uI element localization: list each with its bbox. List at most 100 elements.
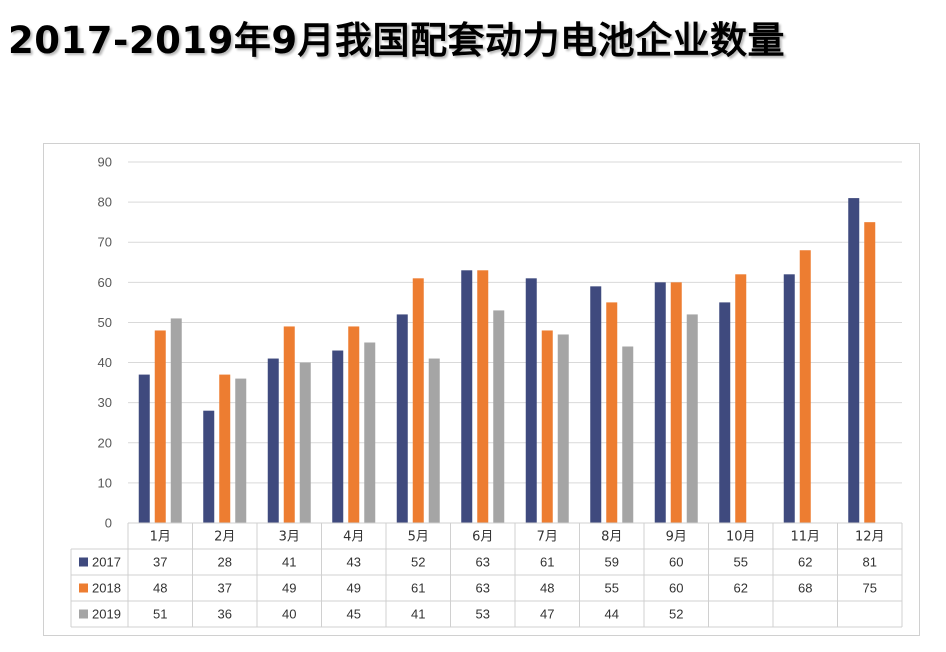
- data-label-2019-2月: 36: [218, 607, 232, 622]
- x-tick-label: 6月: [472, 530, 493, 545]
- data-label-2019-6月: 53: [476, 607, 490, 622]
- data-label-2019-1月: 51: [153, 607, 167, 622]
- bar-2017-3月: [267, 358, 279, 523]
- data-label-2018-5月: 61: [411, 581, 425, 596]
- legend-swatch-2018: [79, 583, 88, 593]
- data-label-2019-9月: 52: [669, 607, 683, 622]
- data-label-2018-10月: 62: [734, 581, 748, 596]
- data-label-2017-6月: 63: [476, 555, 490, 570]
- bar-2018-1月: [154, 330, 166, 523]
- gridlines: [128, 161, 902, 484]
- bar-2017-5月: [396, 314, 408, 523]
- y-tick-label: 40: [98, 355, 112, 370]
- data-label-2017-3月: 41: [282, 555, 296, 570]
- legend-label-2019: 2019: [92, 607, 121, 622]
- bar-2018-10月: [735, 274, 747, 523]
- x-tick-label: 2月: [214, 530, 235, 545]
- bar-2018-9月: [670, 282, 682, 523]
- x-tick-label: 4月: [343, 530, 364, 545]
- bar-2018-12月: [864, 222, 876, 523]
- data-label-2019-3月: 40: [282, 607, 296, 622]
- bar-2018-7月: [541, 330, 553, 523]
- bars: [138, 198, 876, 523]
- bar-2019-4月: [364, 342, 376, 523]
- bar-chart: 0 10 20 30 40 50 60 70 80 90 1月 2月 3月 4月 5月 6月 7月 8月 9月 10…: [70, 155, 903, 628]
- data-label-2018-8月: 55: [605, 581, 619, 596]
- bar-2019-9月: [686, 314, 698, 523]
- data-label-2017-10月: 55: [734, 555, 748, 570]
- y-tick-label: 50: [98, 315, 112, 330]
- data-label-2018-2月: 37: [218, 581, 232, 596]
- legend-swatch-2019: [79, 609, 88, 619]
- data-label-2018-7月: 48: [540, 581, 554, 596]
- bar-2018-4月: [348, 326, 360, 523]
- legend-label-2017: 2017: [92, 555, 121, 570]
- y-tick-label: 30: [98, 395, 112, 410]
- data-label-2019-8月: 44: [605, 607, 619, 622]
- y-tick-label: 60: [98, 275, 112, 290]
- x-tick-label: 10月: [726, 530, 756, 545]
- bar-2018-11月: [799, 250, 811, 523]
- data-label-2019-7月: 47: [540, 607, 554, 622]
- y-tick-label: 0: [105, 516, 112, 531]
- bar-2017-1月: [138, 374, 150, 523]
- x-tick-label: 3月: [279, 530, 300, 545]
- data-label-2017-2月: 28: [218, 555, 232, 570]
- data-label-2018-9月: 60: [669, 581, 683, 596]
- x-tick-label: 8月: [601, 530, 622, 545]
- x-tick-label: 12月: [855, 530, 885, 545]
- bar-2017-8月: [590, 286, 602, 523]
- data-label-2018-1月: 48: [153, 581, 167, 596]
- data-label-2018-11月: 68: [798, 581, 812, 596]
- y-tick-label: 70: [98, 235, 112, 250]
- bar-2017-10月: [719, 302, 731, 523]
- data-table: 1月 2月 3月 4月 5月 6月 7月 8月 9月 10月 11月 12月 2017 37 28 41 43 5…: [70, 522, 903, 628]
- bar-2019-2月: [235, 378, 247, 523]
- chart-area: 0 10 20 30 40 50 60 70 80 90 1月 2月 3月 4月 5月 6月 7月 8月 9月 10…: [43, 143, 920, 636]
- data-label-2017-11月: 62: [798, 555, 812, 570]
- bar-2019-6月: [493, 310, 505, 523]
- data-label-2017-5月: 52: [411, 555, 425, 570]
- data-label-2019-4月: 45: [347, 607, 361, 622]
- legend-label-2018: 2018: [92, 581, 121, 596]
- y-axis: 0 10 20 30 40 50 60 70 80 90: [98, 155, 112, 531]
- bar-2018-6月: [477, 270, 489, 523]
- x-tick-label: 11月: [790, 530, 820, 545]
- data-label-2018-12月: 75: [863, 581, 877, 596]
- bar-2017-4月: [332, 350, 344, 523]
- y-tick-label: 20: [98, 435, 112, 450]
- data-label-2017-1月: 37: [153, 555, 167, 570]
- bar-2018-8月: [606, 302, 618, 523]
- y-tick-label: 90: [98, 155, 112, 170]
- x-tick-label: 1月: [150, 530, 171, 545]
- bar-2018-2月: [219, 374, 231, 523]
- data-label-2017-12月: 81: [863, 555, 877, 570]
- data-label-2017-9月: 60: [669, 555, 683, 570]
- bar-2017-9月: [654, 282, 666, 523]
- x-tick-label: 9月: [666, 530, 687, 545]
- data-label-2017-7月: 61: [540, 555, 554, 570]
- legend-swatch-2017: [79, 557, 88, 567]
- bar-2019-8月: [622, 346, 634, 523]
- x-tick-label: 5月: [408, 530, 429, 545]
- bar-2017-7月: [525, 278, 537, 523]
- bar-2019-7月: [557, 334, 569, 523]
- page-title: 2017-2019年9月我国配套动力电池企业数量: [8, 19, 786, 62]
- bar-2019-5月: [428, 358, 440, 523]
- bar-2017-12月: [848, 198, 860, 523]
- data-label-2017-4月: 43: [347, 555, 361, 570]
- data-label-2019-5月: 41: [411, 607, 425, 622]
- y-tick-label: 10: [98, 475, 112, 490]
- y-tick-label: 80: [98, 195, 112, 210]
- bar-2019-3月: [299, 362, 311, 523]
- bar-2018-3月: [283, 326, 295, 523]
- x-tick-label: 7月: [537, 530, 558, 545]
- bar-2019-1月: [170, 318, 182, 523]
- data-label-2018-3月: 49: [282, 581, 296, 596]
- data-label-2017-8月: 59: [605, 555, 619, 570]
- bar-2017-2月: [203, 410, 215, 523]
- data-label-2018-6月: 63: [476, 581, 490, 596]
- bar-2017-6月: [461, 270, 473, 523]
- bar-2018-5月: [412, 278, 424, 523]
- data-label-2018-4月: 49: [347, 581, 361, 596]
